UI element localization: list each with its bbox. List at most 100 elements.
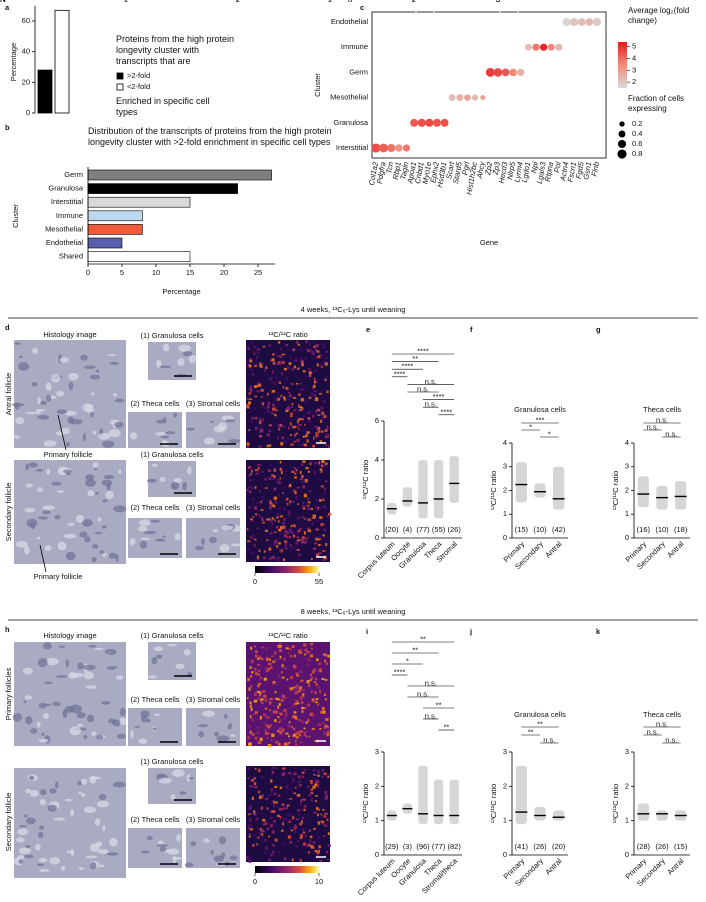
ratio-pixel — [248, 398, 253, 400]
ratio-pixel — [305, 347, 308, 352]
y-tick-label: 3 — [375, 747, 379, 756]
ratio-pixel — [293, 691, 296, 696]
ratio-pixel — [258, 489, 261, 493]
legend-label: <2-fold — [127, 82, 150, 91]
ratio-pixel — [296, 532, 299, 535]
y-axis-label: ¹³C/¹²C ratio — [611, 471, 620, 511]
ratio-pixel — [299, 670, 303, 674]
ratio-pixel — [275, 658, 279, 661]
ratio-pixel — [296, 539, 301, 542]
ratio-pixel — [262, 556, 266, 560]
ratio-pixel — [265, 823, 268, 826]
ratio-pixel — [254, 486, 257, 489]
ratio-pixel — [303, 727, 306, 730]
dot — [493, 68, 503, 77]
tissue-texture — [219, 544, 230, 553]
ratio-pixel — [285, 497, 289, 501]
panel-title: Granulosa cells — [514, 405, 566, 414]
tissue-texture — [81, 778, 88, 785]
ratio-pixel — [291, 815, 295, 818]
ratio-pixel — [267, 469, 272, 472]
x-tick-label: Pdgfra — [375, 161, 388, 184]
ratio-pixel — [284, 543, 287, 547]
ratio-pixel — [263, 677, 267, 681]
ratio-pixel — [268, 557, 271, 561]
ratio-pixel — [264, 707, 268, 710]
column-title: ¹³C/¹²C ratio — [268, 631, 308, 640]
ratio-pixel — [273, 496, 278, 500]
ratio-pixel — [257, 383, 261, 387]
ratio-pixel — [290, 415, 293, 418]
tissue-texture — [18, 847, 31, 855]
y-axis-label: ¹³C/¹²C ratio — [611, 784, 620, 824]
ratio-pixel — [260, 658, 264, 661]
value-range — [402, 487, 413, 507]
ratio-pixel — [290, 546, 294, 550]
region-label: 1 — [328, 0, 332, 4]
tissue-texture — [225, 419, 236, 423]
tissue-texture — [218, 422, 228, 432]
ratio-pixel — [321, 707, 325, 710]
tissue-texture — [89, 862, 97, 870]
ratio-pixel — [268, 701, 272, 705]
tissue-texture — [198, 731, 205, 738]
row-label: Antral follicle — [4, 373, 13, 416]
significance-label: **** — [417, 346, 429, 355]
ratio-pixel — [280, 699, 284, 702]
ratio-pixel — [300, 418, 304, 421]
tissue-texture — [69, 726, 82, 736]
ratio-pixel — [289, 483, 292, 487]
ratio-pixel — [254, 395, 258, 398]
ratio-pixel — [307, 703, 311, 707]
x-tick-label: Scart — [444, 160, 456, 180]
ratio-pixel — [265, 846, 268, 850]
tissue-texture — [64, 798, 73, 802]
region-label: ON — [0, 0, 6, 4]
region-label: ON — [0, 0, 6, 4]
tissue-texture — [85, 855, 98, 859]
y-tick-label: Immune — [341, 42, 368, 51]
ratio-pixel — [305, 721, 309, 724]
region-label: 3 — [496, 0, 500, 4]
ratio-pixel — [326, 732, 330, 736]
ratio-pixel — [293, 534, 296, 538]
ratio-pixel — [294, 426, 297, 428]
region-label: 3 — [496, 0, 500, 4]
tissue-texture — [94, 531, 103, 535]
ratio-pixel — [319, 543, 322, 546]
y-tick-label: 2 — [625, 485, 629, 494]
tissue-texture — [45, 382, 52, 391]
panel-letter: h — [5, 625, 10, 634]
ratio-pixel — [248, 724, 251, 728]
significance-label: ** — [412, 354, 418, 363]
ratio-pixel — [314, 397, 319, 402]
ratio-pixel — [268, 853, 271, 855]
tissue-texture — [19, 355, 23, 359]
ratio-pixel — [288, 362, 292, 366]
tissue-texture — [42, 642, 52, 650]
ratio-pixel — [298, 688, 302, 692]
ratio-pixel — [297, 420, 299, 424]
ratio-pixel — [324, 679, 328, 681]
tissue-texture — [101, 701, 111, 705]
colorbar-tick-label: 10 — [315, 877, 323, 886]
ratio-pixel — [288, 391, 291, 394]
value-range — [553, 466, 565, 510]
ratio-pixel — [295, 716, 298, 720]
ratio-pixel — [271, 733, 275, 737]
ratio-pixel — [324, 480, 328, 482]
ratio-pixel — [310, 788, 314, 791]
row-label: Secondary follicle — [4, 793, 13, 852]
ratio-pixel — [283, 529, 287, 532]
tissue-texture — [162, 535, 166, 538]
ratio-pixel — [266, 405, 270, 409]
ratio-pixel — [257, 684, 260, 688]
tissue-texture — [46, 657, 59, 666]
ratio-pixel — [264, 666, 268, 670]
ratio-pixel — [306, 680, 310, 684]
ratio-pixel — [299, 804, 302, 806]
crop-title: (2) Theca cells — [130, 695, 179, 704]
tissue-texture — [23, 546, 30, 555]
ratio-pixel — [291, 791, 294, 795]
ratio-pixel — [246, 397, 249, 400]
